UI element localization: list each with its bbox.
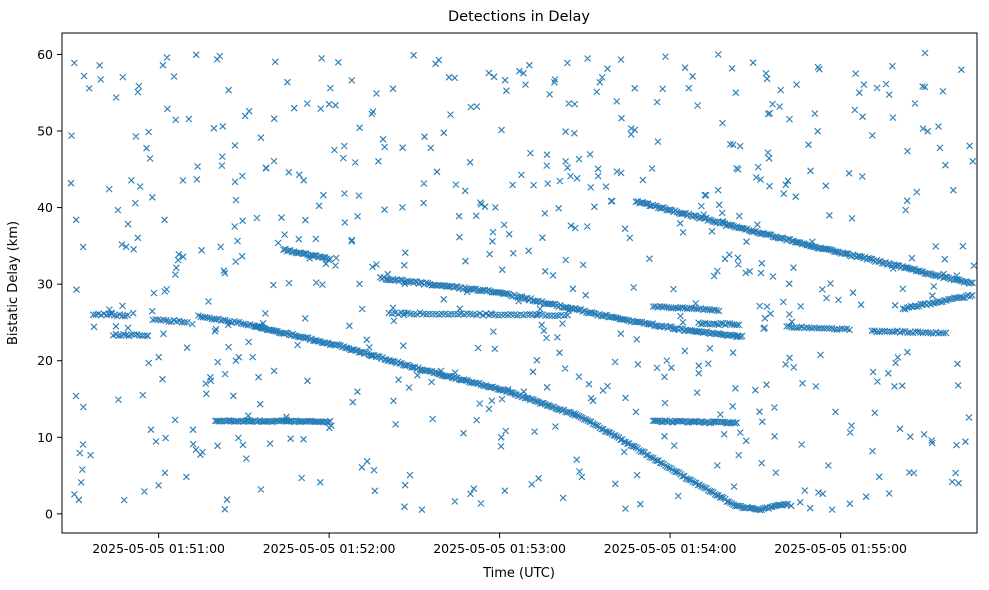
track-flat-26km-mid <box>385 309 571 320</box>
track-flat-27km-right <box>649 302 723 315</box>
scatter-points-layer <box>67 49 978 514</box>
y-tick-label-2: 20 <box>37 353 53 368</box>
y-tick-label-0: 0 <box>45 506 53 521</box>
y-axis-label: Bistatic Delay (km) <box>6 221 21 345</box>
y-tick-label-3: 30 <box>37 277 53 292</box>
track-flat-24km-right-b <box>868 327 950 337</box>
track-right-long-descender <box>632 197 976 287</box>
x-tick-label-2: 2025-05-05 01:53:00 <box>433 541 566 556</box>
plot-border <box>61 32 978 534</box>
y-tick-label-4: 40 <box>37 200 53 215</box>
x-tick-label-3: 2025-05-05 01:54:00 <box>604 541 737 556</box>
x-axis-label: Time (UTC) <box>482 566 555 581</box>
track-riser-right-edge <box>899 291 976 313</box>
y-tick-label-5: 50 <box>37 124 53 139</box>
track-flat-12km-a <box>211 416 334 426</box>
y-tick-label-6: 60 <box>37 47 53 62</box>
noise-detections <box>67 49 978 514</box>
track-long-mid-descender <box>376 273 746 341</box>
track-segment-33-34km <box>280 245 334 264</box>
track-flat-23km-left <box>109 330 151 340</box>
x-tick-label-0: 2025-05-05 01:51:00 <box>92 541 225 556</box>
track-descender-25km-left <box>194 312 265 331</box>
chart-title: Detections in Delay <box>448 9 590 25</box>
track-flat-24km-right-a <box>783 322 853 334</box>
x-tick-label-4: 2025-05-05 01:55:00 <box>774 541 907 556</box>
track-flat-12km-b <box>649 417 741 427</box>
track-flat-25km-right <box>695 319 743 329</box>
x-tick-label-1: 2025-05-05 01:52:00 <box>263 541 396 556</box>
track-flat-26km-left <box>89 310 132 320</box>
track-flat-25km-left <box>149 316 191 326</box>
y-tick-label-1: 10 <box>37 430 53 445</box>
axes-ticks-layer: 2025-05-05 01:51:00 2025-05-05 01:52:00 20… <box>37 47 907 556</box>
